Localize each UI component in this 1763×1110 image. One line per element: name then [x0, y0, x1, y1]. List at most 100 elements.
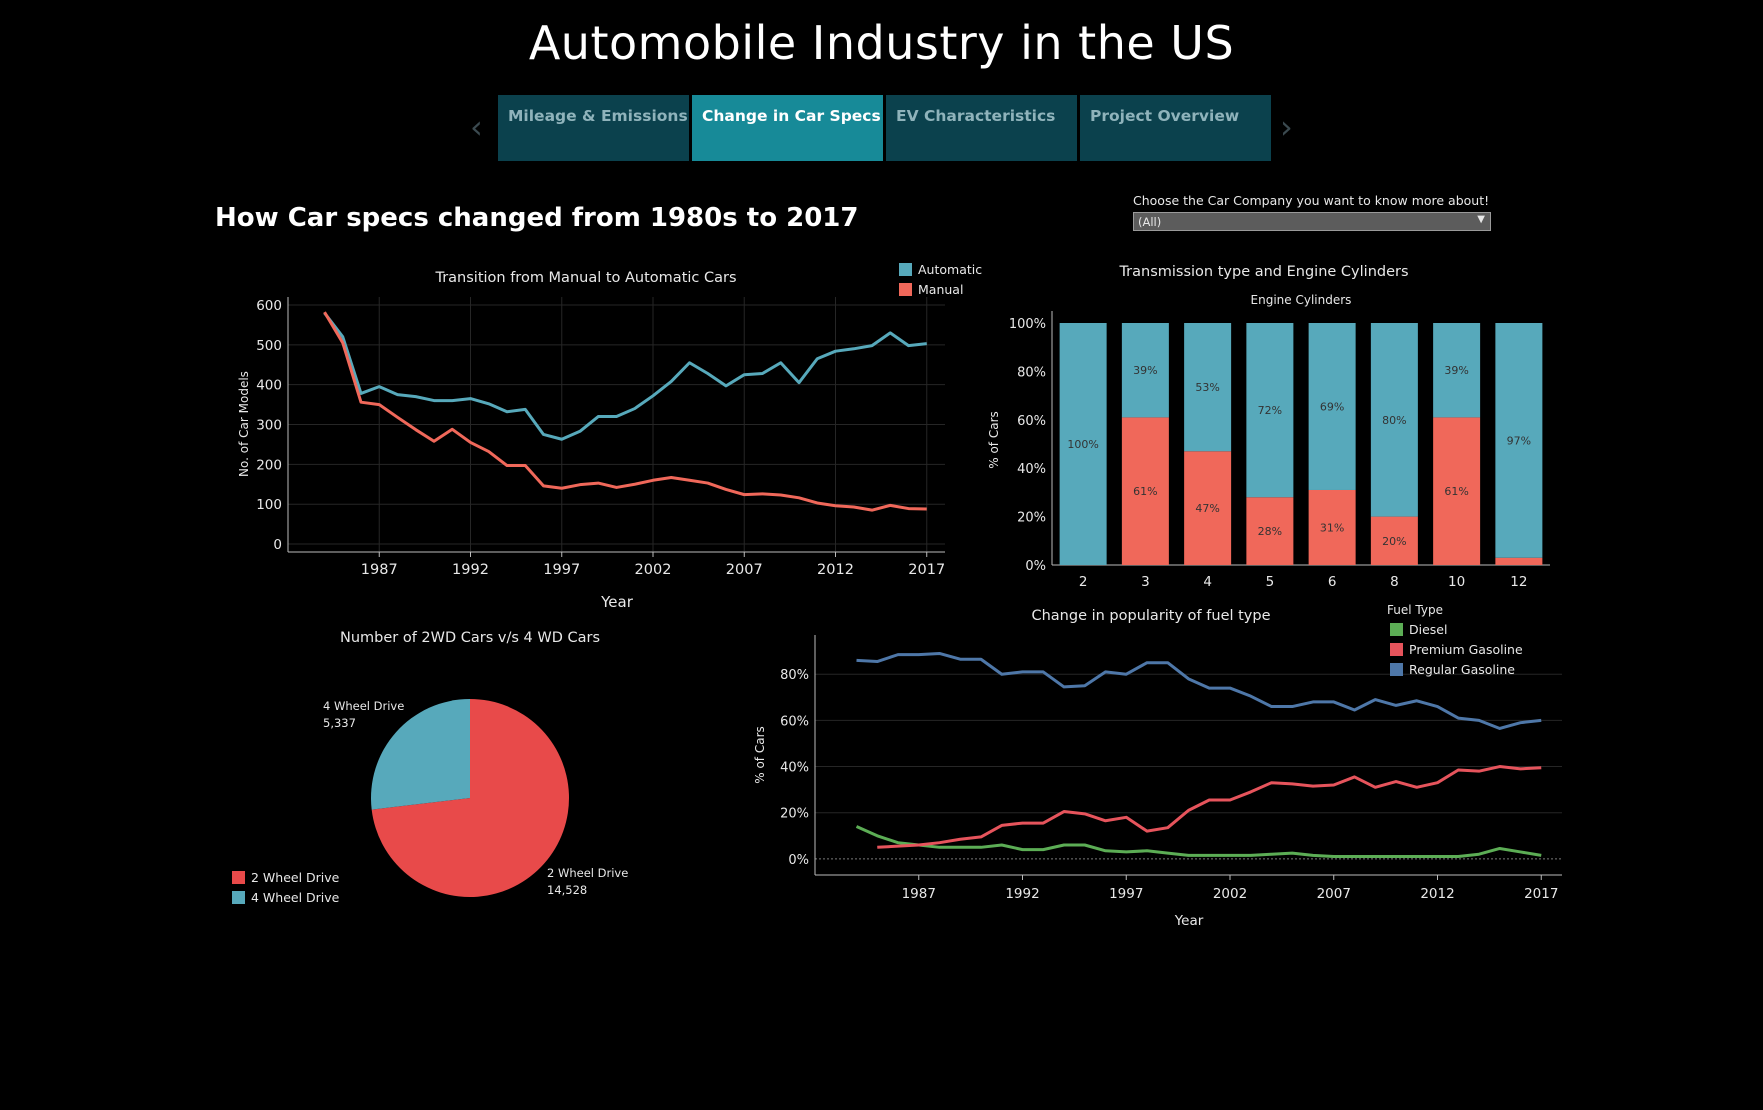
pie-label-value: 5,337: [323, 716, 356, 730]
transmission-category-label: 8: [1390, 574, 1399, 590]
bar-manual-10: [1433, 417, 1481, 565]
filter-value: (All): [1138, 215, 1162, 229]
transmission-y-tick-label: 80%: [1017, 365, 1046, 380]
legend-swatch-manual: [899, 283, 912, 296]
transition-y-axis-label: No. of Car Models: [237, 371, 251, 477]
transmission-y-tick-label: 0%: [1025, 559, 1046, 574]
legend-swatch-regular-gasoline: [1390, 663, 1403, 676]
bar-automatic-4: [1184, 323, 1232, 452]
fuel-x-tick-label: 2017: [1524, 886, 1558, 902]
bar-data-label: 47%: [1195, 502, 1219, 515]
legend-label-premium-gasoline: Premium Gasoline: [1409, 642, 1523, 657]
transition-y-tick-label: 600: [256, 298, 282, 314]
bar-data-label: 28%: [1258, 525, 1282, 538]
pie-label-value: 14,528: [547, 883, 587, 897]
fuel-y-tick-label: 80%: [780, 668, 809, 683]
filter-label: Choose the Car Company you want to know …: [1133, 193, 1490, 208]
nav-next-arrow-icon[interactable]: ›: [1280, 108, 1293, 146]
transition-y-tick-label: 500: [256, 338, 282, 354]
transmission-y-tick-label: 60%: [1017, 414, 1046, 429]
company-filter-dropdown[interactable]: (All) ▼: [1133, 212, 1491, 231]
transmission-category-label: 5: [1266, 574, 1275, 590]
bar-automatic-5: [1246, 323, 1294, 498]
series-line-regular-gasoline: [856, 651, 1542, 730]
bar-manual-3: [1121, 417, 1169, 565]
fuel-chart-title: Change in popularity of fuel type: [1031, 608, 1270, 624]
transition-x-tick-label: 2007: [726, 562, 763, 578]
transition-chart-title: Transition from Manual to Automatic Cars: [434, 270, 736, 286]
transmission-column-header: Engine Cylinders: [1251, 293, 1352, 307]
bar-automatic-8: [1370, 323, 1418, 517]
transition-x-tick-label: 2002: [635, 562, 672, 578]
pie-slice-2-wheel-drive: [371, 699, 569, 897]
fuel-x-tick-label: 1992: [1005, 886, 1039, 902]
transition-y-tick-label: 200: [256, 457, 282, 473]
bar-manual-8: [1370, 516, 1418, 565]
legend-label-regular-gasoline: Regular Gasoline: [1409, 662, 1515, 677]
bar-data-label: 20%: [1382, 535, 1406, 548]
legend-label-4-wheel-drive: 4 Wheel Drive: [251, 890, 340, 905]
bar-data-label: 100%: [1067, 438, 1098, 451]
transmission-y-tick-label: 100%: [1009, 317, 1046, 332]
tab-change-in-car-specs[interactable]: Change in Car Specs: [692, 95, 883, 161]
bar-automatic-3: [1121, 323, 1169, 418]
transition-x-tick-label: 1992: [452, 562, 489, 578]
series-line-diesel: [855, 825, 1542, 859]
bar-automatic-12: [1495, 323, 1543, 558]
bar-manual-6: [1308, 489, 1356, 565]
transmission-y-axis-label: % of Cars: [987, 411, 1001, 469]
series-line-manual: [323, 311, 927, 512]
transmission-category-label: 2: [1079, 574, 1088, 590]
tab-ev-characteristics[interactable]: EV Characteristics: [886, 95, 1077, 161]
bar-automatic-6: [1308, 323, 1356, 490]
bar-automatic-10: [1433, 323, 1481, 418]
transition-y-tick-label: 100: [256, 497, 282, 513]
transition-x-tick-label: 2017: [908, 562, 945, 578]
fuel-x-tick-label: 1987: [902, 886, 936, 902]
bar-data-label: 39%: [1444, 364, 1468, 377]
transmission-category-label: 12: [1510, 574, 1527, 590]
fuel-y-tick-label: 0%: [788, 853, 809, 868]
bar-manual-5: [1246, 497, 1294, 565]
tab-mileage-emissions[interactable]: Mileage & Emissions: [498, 95, 689, 161]
bar-data-label: 39%: [1133, 364, 1157, 377]
legend-label-manual: Manual: [918, 282, 963, 297]
bar-data-label: 61%: [1133, 485, 1157, 498]
transition-x-tick-label: 2012: [817, 562, 854, 578]
tab-project-overview[interactable]: Project Overview: [1080, 95, 1271, 161]
legend-swatch-4-wheel-drive: [232, 891, 245, 904]
nav-prev-arrow-icon[interactable]: ‹: [470, 108, 483, 146]
legend-swatch-diesel: [1390, 623, 1403, 636]
transmission-y-tick-label: 20%: [1017, 511, 1046, 526]
legend-swatch-2-wheel-drive: [232, 871, 245, 884]
transmission-chart-title: Transmission type and Engine Cylinders: [1118, 264, 1408, 280]
bar-data-label: 97%: [1507, 434, 1531, 447]
legend-label-2-wheel-drive: 2 Wheel Drive: [251, 870, 340, 885]
bar-automatic-2: [1059, 323, 1107, 565]
transition-y-tick-label: 0: [273, 537, 282, 553]
bar-data-label: 69%: [1320, 400, 1344, 413]
transmission-category-label: 4: [1203, 574, 1212, 590]
fuel-x-tick-label: 1997: [1109, 886, 1143, 902]
bar-data-label: 72%: [1258, 404, 1282, 417]
transmission-category-label: 10: [1448, 574, 1465, 590]
legend-label-automatic: Automatic: [918, 262, 982, 277]
drive-chart-title: Number of 2WD Cars v/s 4 WD Cars: [340, 630, 600, 646]
dropdown-arrow-icon[interactable]: ▼: [1477, 214, 1485, 225]
pie-label-name: 2 Wheel Drive: [547, 866, 628, 880]
transmission-category-label: 3: [1141, 574, 1150, 590]
fuel-y-axis-label: % of Cars: [753, 726, 767, 784]
series-line-premium-gasoline: [877, 765, 1542, 849]
legend-swatch-premium-gasoline: [1390, 643, 1403, 656]
dashboard-title: How Car specs changed from 1980s to 2017: [215, 203, 859, 233]
transmission-category-label: 6: [1328, 574, 1337, 590]
transition-x-axis-label: Year: [600, 593, 634, 611]
fuel-x-tick-label: 2012: [1420, 886, 1454, 902]
fuel-x-axis-label: Year: [1174, 913, 1204, 929]
bar-data-label: 31%: [1320, 521, 1344, 534]
transmission-y-tick-label: 40%: [1017, 462, 1046, 477]
fuel-y-tick-label: 60%: [780, 714, 809, 729]
